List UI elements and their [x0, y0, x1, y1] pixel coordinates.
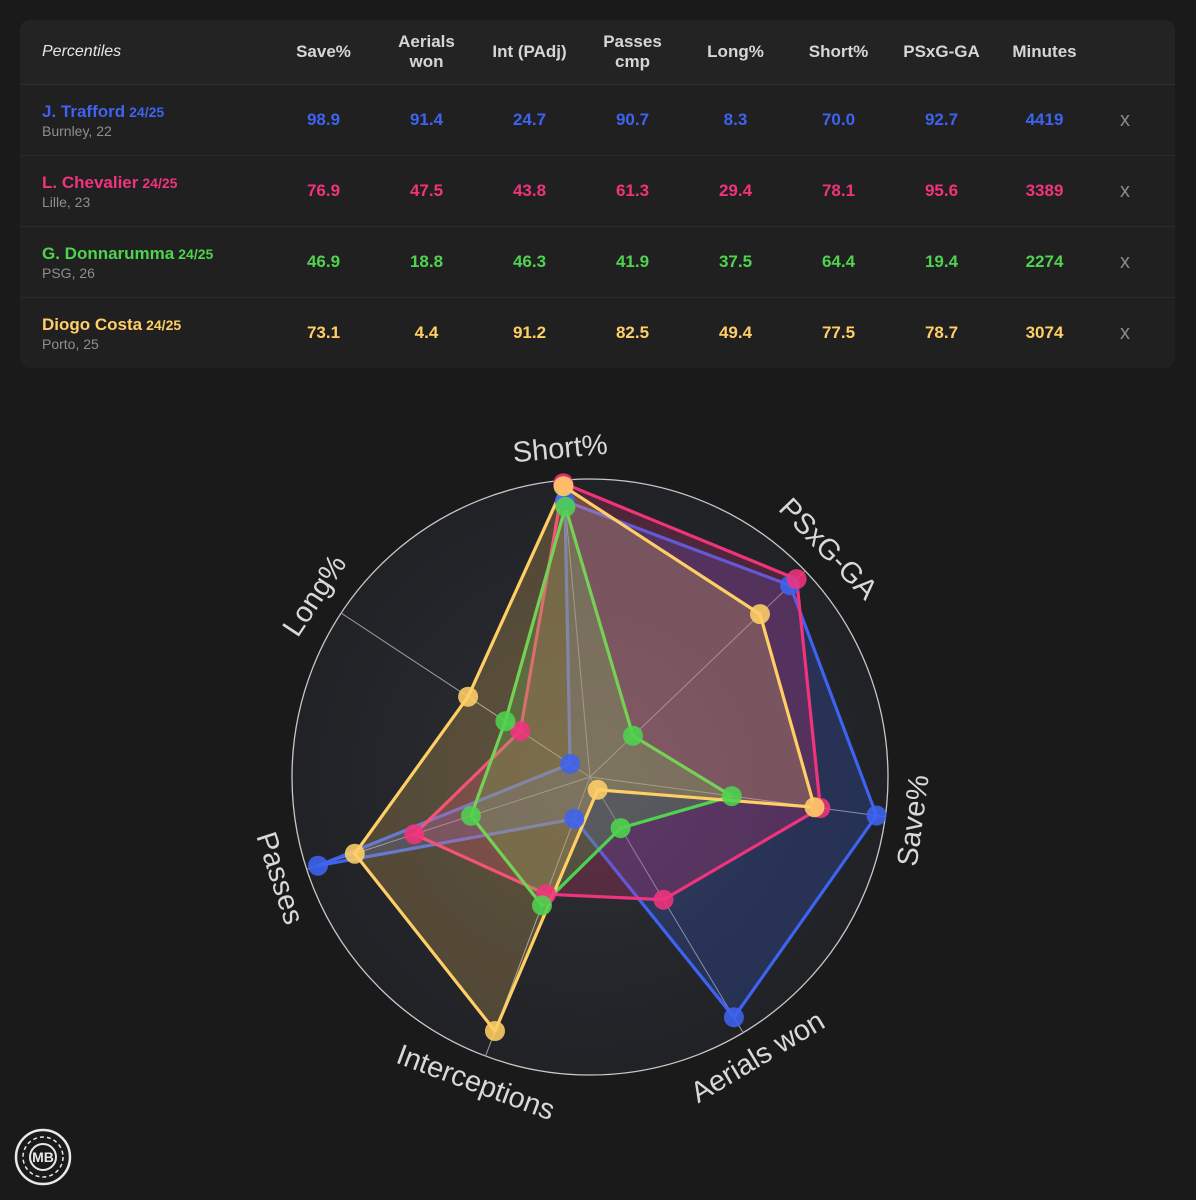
data-point[interactable]	[623, 725, 643, 746]
stat-value: 46.9	[306, 252, 341, 271]
stat-value: 3074	[1025, 323, 1064, 342]
player-name[interactable]: L. Chevalier	[42, 172, 139, 192]
player-name[interactable]: Diogo Costa	[42, 314, 143, 334]
stat-value: 90.7	[615, 110, 650, 129]
data-point[interactable]	[308, 855, 328, 876]
stat-value: 91.2	[512, 323, 547, 342]
remove-player-button[interactable]: x	[1120, 179, 1130, 202]
data-point[interactable]	[723, 1007, 744, 1028]
player-row[interactable]: J. Trafford 24/25 Burnley, 22 98.9 91.4 24.7 9…	[20, 85, 1175, 156]
player-club: Burnley, 22	[42, 122, 112, 139]
player-season: 24/25	[129, 103, 165, 120]
stat-value: 77.5	[821, 323, 856, 342]
data-point[interactable]	[804, 797, 825, 818]
player-club: Lille, 23	[42, 193, 91, 210]
stat-value: 91.4	[409, 110, 444, 129]
remove-player-button[interactable]: x	[1120, 321, 1130, 344]
stat-value: 2274	[1025, 252, 1064, 271]
stat-value: 76.9	[306, 181, 341, 200]
stat-value: 46.3	[512, 252, 547, 271]
percentiles-label: Percentiles	[42, 43, 122, 60]
data-point[interactable]	[564, 808, 585, 829]
data-point[interactable]	[510, 721, 531, 742]
stat-value: 78.1	[821, 181, 856, 200]
data-point[interactable]	[587, 779, 608, 800]
data-point[interactable]	[560, 753, 581, 774]
player-row[interactable]: L. Chevalier 24/25 Lille, 23 76.9 47.5 43.8 61…	[20, 156, 1175, 227]
stat-value: 70.0	[821, 110, 856, 129]
stat-value: 49.4	[718, 323, 753, 342]
stat-value: 64.4	[821, 252, 856, 271]
player-club: PSG, 26	[42, 264, 95, 281]
player-season: 24/25	[146, 316, 182, 333]
stat-value: 19.4	[924, 252, 959, 271]
stat-value: 73.1	[306, 323, 341, 342]
data-point[interactable]	[866, 805, 887, 826]
data-point[interactable]	[344, 843, 365, 864]
stats-table: Percentiles Save% Aerials won Int (PAdj) …	[20, 20, 1175, 368]
data-point[interactable]	[404, 824, 425, 845]
stat-value: 37.5	[718, 252, 753, 271]
remove-player-button[interactable]: x	[1120, 250, 1130, 273]
col-header[interactable]: Save%	[296, 42, 351, 61]
stat-value: 8.3	[723, 110, 748, 129]
series-area	[316, 499, 879, 1019]
stat-value: 47.5	[409, 181, 444, 200]
data-point[interactable]	[721, 786, 742, 807]
player-season: 24/25	[178, 245, 214, 262]
axis-label: Short%	[511, 429, 609, 469]
data-point[interactable]	[610, 818, 631, 839]
stat-value: 78.7	[924, 323, 959, 342]
data-point[interactable]	[458, 686, 479, 707]
col-header[interactable]: Aerials won	[398, 32, 455, 71]
radar-spoke	[562, 480, 591, 778]
col-header[interactable]: PSxG-GA	[903, 42, 980, 61]
player-info[interactable]: J. Trafford 24/25 Burnley, 22	[20, 102, 272, 139]
player-season: 24/25	[142, 174, 178, 191]
data-point[interactable]	[750, 604, 770, 625]
remove-player-button[interactable]: x	[1120, 108, 1130, 131]
data-point[interactable]	[555, 496, 576, 517]
stat-value: 92.7	[924, 110, 959, 129]
stat-value: 4419	[1025, 110, 1064, 129]
col-header[interactable]: Long%	[707, 42, 764, 61]
col-header[interactable]: Minutes	[1012, 42, 1077, 61]
player-name[interactable]: J. Trafford	[42, 101, 126, 121]
player-row[interactable]: G. Donnarumma 24/25 PSG, 26 46.9 18.8 46.3 41.…	[20, 227, 1175, 298]
table-header: Percentiles Save% Aerials won Int (PAdj) …	[20, 20, 1175, 85]
data-point[interactable]	[786, 569, 807, 590]
player-info[interactable]: L. Chevalier 24/25 Lille, 23	[20, 173, 272, 210]
data-point[interactable]	[485, 1021, 505, 1041]
stat-value: 4.4	[414, 323, 439, 342]
col-header[interactable]: Passes cmp	[603, 32, 662, 71]
stat-value: 61.3	[615, 181, 650, 200]
stat-value: 18.8	[409, 252, 444, 271]
stat-value: 3389	[1025, 181, 1064, 200]
data-point[interactable]	[495, 711, 516, 732]
stat-value: 29.4	[718, 181, 753, 200]
data-point[interactable]	[653, 889, 674, 910]
player-info[interactable]: Diogo Costa 24/25 Porto, 25	[20, 315, 272, 352]
data-point[interactable]	[461, 805, 481, 826]
col-header[interactable]: Short%	[808, 42, 869, 61]
player-row[interactable]: Diogo Costa 24/25 Porto, 25 73.1 4.4 91.2 82.5…	[20, 298, 1175, 368]
player-club: Porto, 25	[42, 335, 99, 352]
stat-value: 98.9	[306, 110, 341, 129]
stat-value: 82.5	[615, 323, 650, 342]
stat-value: 41.9	[615, 252, 650, 271]
data-point[interactable]	[532, 895, 552, 916]
stat-value: 95.6	[924, 181, 959, 200]
data-point[interactable]	[553, 476, 574, 497]
series-area	[469, 505, 734, 908]
player-info[interactable]: G. Donnarumma 24/25 PSG, 26	[20, 244, 272, 281]
stat-value: 24.7	[512, 110, 547, 129]
axis-label: Save%	[892, 773, 936, 868]
player-name[interactable]: G. Donnarumma	[42, 243, 175, 263]
radar-outer-ring	[291, 478, 889, 1076]
mb-logo: MB	[14, 1128, 72, 1186]
col-header[interactable]: Int (PAdj)	[492, 42, 567, 61]
stat-value: 43.8	[512, 181, 547, 200]
svg-text:MB: MB	[32, 1149, 54, 1165]
